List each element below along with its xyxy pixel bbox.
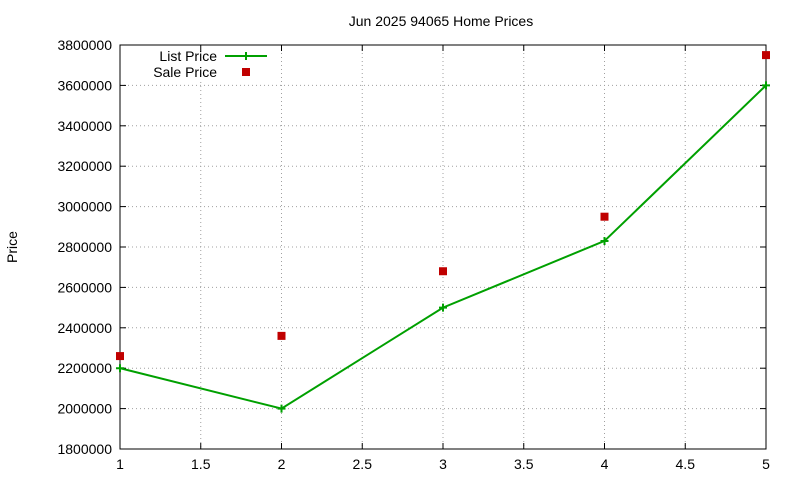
y-tick-label: 3800000	[57, 37, 112, 53]
x-tick-label: 4	[601, 456, 609, 472]
x-tick-label: 3	[439, 456, 447, 472]
legend-square-marker	[242, 68, 250, 76]
sale-price-point	[277, 331, 286, 340]
y-tick-label: 2000000	[57, 401, 112, 417]
series-layer	[116, 51, 770, 413]
x-tick-label: 2	[278, 456, 286, 472]
sale-price-point	[600, 212, 609, 221]
legend-label: List Price	[159, 48, 217, 64]
y-tick-label: 3400000	[57, 118, 112, 134]
x-tick-label: 4.5	[676, 456, 696, 472]
y-tick-label: 2600000	[57, 279, 112, 295]
x-tick-label: 1	[116, 456, 124, 472]
axes: 1 1.5 2 2.5 3 3.5 4 4.5 5 1800000 2000000 2200000 24…	[57, 37, 770, 472]
list-price-point	[600, 236, 609, 245]
sale-price-point	[762, 51, 770, 60]
chart-title: Jun 2025 94065 Home Prices	[349, 13, 533, 29]
sale-price-point	[116, 352, 124, 361]
list-price-point	[439, 303, 447, 312]
list-price-point	[762, 81, 770, 90]
sale-price-point	[439, 267, 447, 276]
y-tick-label: 2800000	[57, 239, 112, 255]
x-tick-label: 2.5	[353, 456, 373, 472]
y-tick-label: 3600000	[57, 77, 112, 93]
list-price-point	[116, 364, 124, 373]
y-tick-label: 2200000	[57, 360, 112, 376]
y-tick-label: 3200000	[57, 158, 112, 174]
y-axis-label: Price	[4, 231, 20, 263]
legend-plus-marker	[242, 52, 250, 60]
x-tick-label: 5	[762, 456, 770, 472]
y-tick-label: 2400000	[57, 320, 112, 336]
x-tick-label: 1.5	[191, 456, 211, 472]
y-tick-label: 1800000	[57, 441, 112, 457]
plot-border	[119, 44, 767, 450]
list-price-point	[277, 404, 286, 413]
y-tick-label: 3000000	[57, 199, 112, 215]
x-tick-label: 3.5	[514, 456, 534, 472]
grid-lines	[120, 45, 766, 449]
legend-label: Sale Price	[153, 64, 217, 80]
